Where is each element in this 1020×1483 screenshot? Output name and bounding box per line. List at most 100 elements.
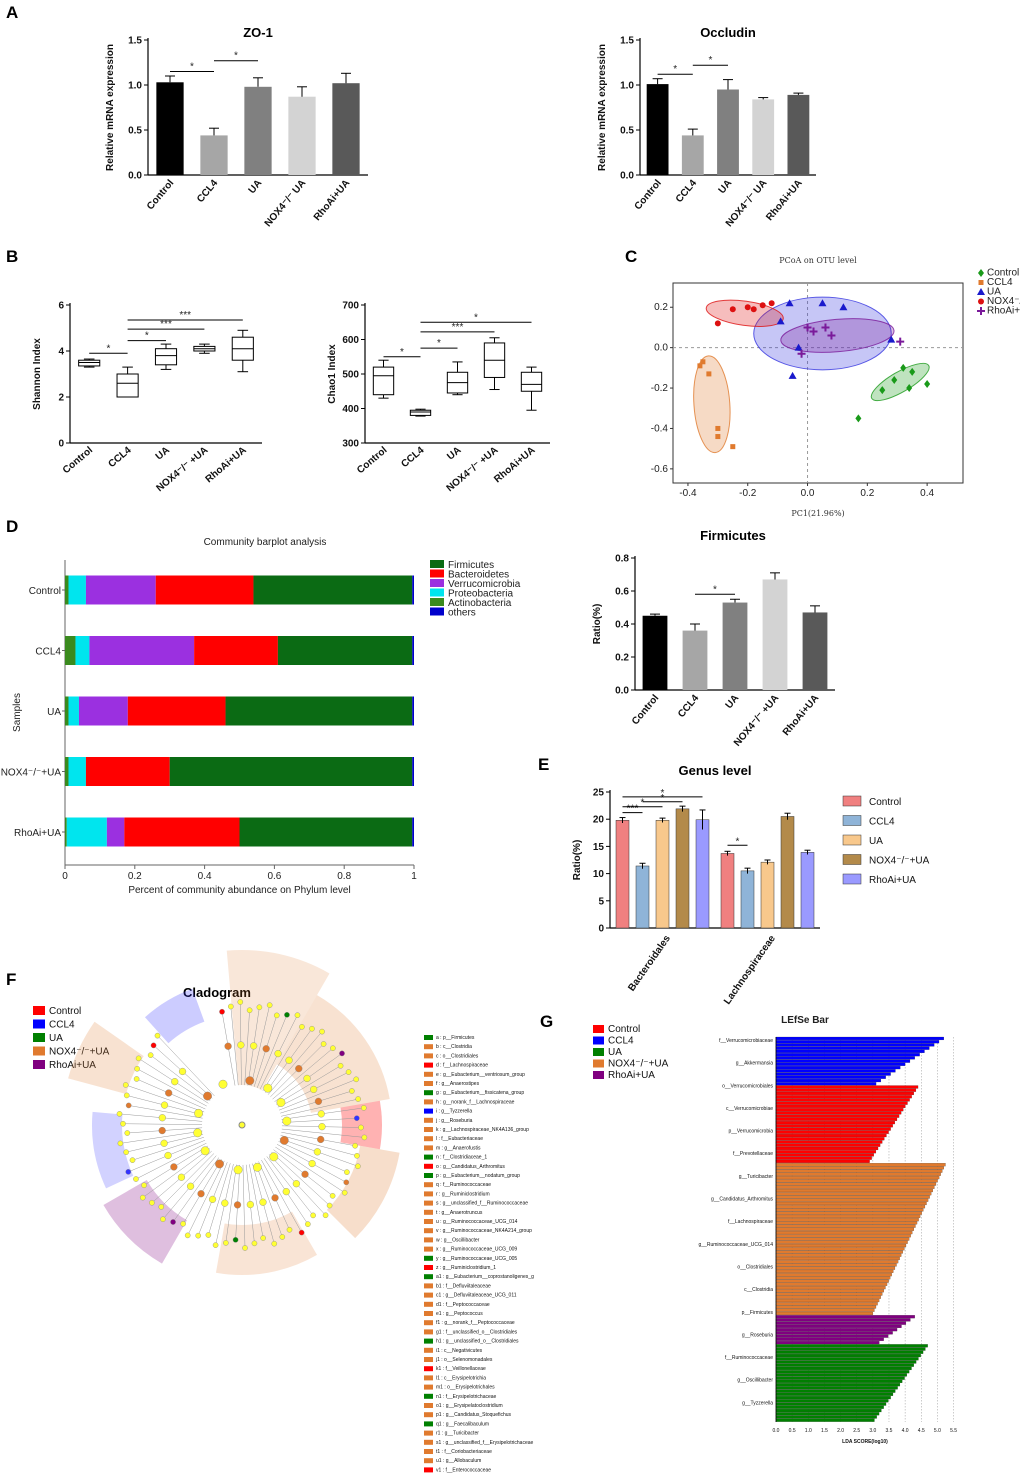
cladogram-node [326,1202,333,1209]
cladogram-node [273,1012,280,1019]
pcoa-point-RhoAi+UA [827,331,836,340]
lefse-bar-NOX4⁻/⁻+UA [775,1308,875,1312]
box-CCL4 [116,373,139,398]
x-tick-label: RhoAi+UA [492,445,537,485]
legend-swatch-RhoAi+UA [33,1060,45,1069]
key-swatch [424,1228,433,1234]
cladogram-node [178,1067,187,1076]
lefse-bar-Control [775,1108,904,1112]
x-tick-label: RhoAi+UA [204,445,249,485]
pcoa-point-Control [900,363,907,372]
lefse-bar-UA [775,1353,921,1358]
lefse-bar-CCL4 [775,1049,925,1053]
lefse-bar-NOX4⁻/⁻+UA [775,1253,902,1257]
legend-label: Verrucomicrobia [448,579,521,590]
legend-marker-RhoAi+UA [977,307,985,315]
key-swatch [424,1044,433,1050]
legend-label: UA [49,1033,63,1044]
y-tick-label: -0.4 [651,423,669,434]
y-tick-label: 2 [58,393,64,404]
y-tick-label: 400 [342,404,359,415]
x-tick-label: 4.0 [902,1428,909,1434]
cladogram-key-item: a1 : g__Eubacterium__coprostanoligenes_g [436,1274,534,1280]
cladogram-branch [255,1162,283,1238]
cladogram-key-item: q : f__Ruminococcaceae [436,1182,491,1188]
x-tick-label: 4.5 [918,1428,925,1434]
y-tick-label: 1.0 [128,81,142,92]
key-swatch [424,1439,433,1445]
cladogram-node [266,1002,273,1008]
lefse-bar-Control [775,1130,889,1134]
cladogram-node [193,1128,203,1138]
bar-RhoAi+UA [787,94,810,175]
x-tick-label: 0 [62,871,68,882]
barplot-category: Control [29,586,61,597]
bar-CCL4 [682,630,708,690]
panel-letter-d: D [6,517,18,536]
key-swatch [424,1255,433,1261]
lefse-bar-Control [775,1104,906,1108]
lefse-bar-CCL4 [775,1040,940,1044]
cladogram-node [221,1199,229,1207]
cladogram-key-item: j : g__Roseburia [435,1118,473,1124]
key-swatch [424,1347,433,1353]
lefse-title: LEfSe Bar [781,1015,829,1026]
cladogram-node [219,1008,225,1015]
cladogram-branch [280,1135,358,1157]
lefse-bar-NOX4⁻/⁻+UA [775,1201,927,1206]
legend-swatch-UA [33,1033,45,1042]
lefse-bar-NOX4⁻/⁻+UA [775,1298,880,1303]
cladogram-key-item: m : g__Anaerofustis [436,1145,481,1151]
firmicutes-chart: Firmicutes 0.0 0.2 0.4 0.6 0.8 Ratio(%) Control… [592,528,835,749]
genus-chart: Genus level 0 5 10 15 20 25 Ratio(%) Bacteroidal… [572,763,930,1007]
legend-label: NOX4⁻/⁻+UA [869,856,930,867]
cladogram-node [224,1042,232,1050]
stack-Actinobacteria-CCL4 [65,636,76,665]
x-tick-label: 0.8 [337,871,351,882]
lefse-label: g__Turicibacter [739,1174,774,1180]
lefse-bar-CCL4 [775,1066,901,1070]
lefse-bar-NOX4⁻/⁻+UA [775,1260,899,1264]
lefse-bar-UA [775,1360,917,1364]
x-tick-label: CCL4 [674,178,699,205]
panel-letter-c: C [625,247,637,266]
cladogram-node [123,1149,129,1155]
cladogram-node [160,1101,169,1109]
cladogram-node [259,1198,267,1206]
lefse-bar-NOX4⁻/⁻+UA [775,1311,873,1316]
bar-CCL4-Lachnospiraceae [740,870,755,929]
pcoa-point-RhoAi+UA [797,349,806,358]
cladogram-node [352,1142,358,1149]
x-tick-label: Bacteroidales [626,933,673,993]
lefse-bar-NOX4⁻/⁻+UA [775,1195,930,1199]
stack-Verrucomicrobia-Control [85,575,156,605]
cladogram-node [212,1242,219,1248]
legend-label: RhoAi+UA [869,875,916,886]
cladogram-node [242,1245,248,1251]
legend-label: Control [869,797,901,808]
legend-label: UA [987,287,1001,298]
cladogram-node [353,1115,360,1121]
cladogram-branch [132,1136,204,1161]
key-swatch [424,1265,433,1270]
barplot-ylabel: Samples [12,693,23,732]
x-tick-label: -0.4 [679,488,697,499]
sig-label: * [673,64,677,75]
bar-RhoAi+UA-Bacteroidales [695,819,710,929]
lefse-bar-NOX4⁻/⁻+UA [775,1276,891,1280]
x-tick-label: 0.6 [267,871,281,882]
cladogram-node [286,1226,293,1233]
cladogram-node [330,1045,336,1051]
cladogram-node [271,1240,278,1247]
x-tick-label: 1.0 [805,1428,812,1434]
cladogram-node [223,1240,229,1246]
genus-title: Genus level [679,763,752,778]
cladogram-node [285,1056,293,1064]
lefse-bar-UA [775,1415,877,1419]
cladogram-branch [137,1068,207,1107]
pcoa-point-UA [818,299,827,307]
cladogram-branch [125,1084,205,1113]
chart-title: Occludin [700,25,756,40]
lefse-bar-CCL4 [775,1053,920,1057]
key-swatch [424,1127,433,1132]
